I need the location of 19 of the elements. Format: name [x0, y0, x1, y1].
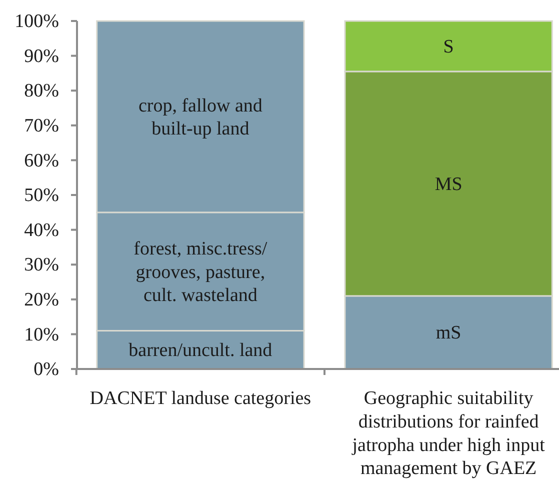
y-tick-label: 50%	[24, 185, 60, 206]
y-tick-label: 0%	[34, 359, 60, 380]
y-tick-label: 100%	[14, 11, 60, 32]
y-tick-label: 10%	[24, 324, 60, 346]
y-tick-label: 40%	[24, 220, 60, 241]
series-label: crop, fallow and built-up land	[138, 95, 263, 140]
y-tick-label: 30%	[24, 254, 60, 276]
series-label: MS	[434, 174, 462, 195]
series-label: forest, misc.tress/ grooves, pasture, cult. wasteland	[134, 238, 268, 306]
y-tick-label: 90%	[24, 46, 60, 67]
y-tick-label: 60%	[24, 150, 60, 172]
x-tick-label: DACNET landuse categories	[90, 388, 312, 409]
y-tick-label: 80%	[24, 80, 60, 102]
y-tick-label: 20%	[24, 289, 60, 310]
x-tick-label: Geographic suitability distributions for rainfed jatropha under high input management by GAEZ	[351, 388, 546, 480]
series-label: S	[443, 36, 454, 58]
series-label: mS	[436, 322, 462, 344]
series-label: barren/uncult. land	[128, 340, 273, 362]
y-tick-label: 70%	[24, 115, 60, 136]
